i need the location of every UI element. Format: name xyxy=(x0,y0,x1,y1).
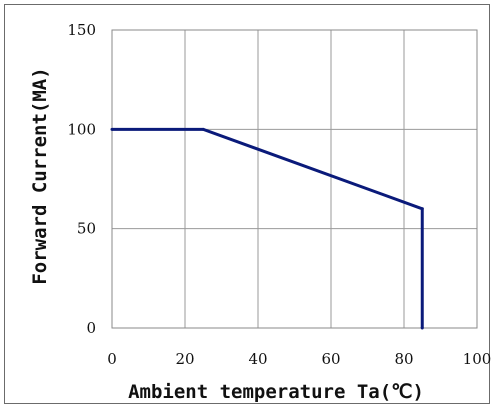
data-point-0-3 xyxy=(420,326,424,330)
data-point-0-1 xyxy=(201,127,205,131)
y-tick-label: 100 xyxy=(67,120,96,138)
x-tick-label: 0 xyxy=(107,350,117,368)
x-tick-label: 20 xyxy=(175,350,194,368)
data-point-0-2 xyxy=(420,207,424,211)
series-line-0 xyxy=(112,127,424,328)
plot-area-border xyxy=(111,29,478,329)
y-axis-label: Forward Current(MA) xyxy=(29,67,51,284)
x-tick-label: 60 xyxy=(321,350,340,368)
series-layer xyxy=(110,127,424,330)
y-tick-label: 150 xyxy=(67,21,96,39)
x-axis-label: Ambient temperature Ta(℃) xyxy=(128,381,424,403)
x-tick-label: 80 xyxy=(394,350,413,368)
y-tick-label: 0 xyxy=(86,319,96,337)
x-tick-label: 40 xyxy=(248,350,267,368)
tick-labels: 0 20 40 60 80 100 0 50 100 150 xyxy=(67,21,491,368)
y-tick-label: 50 xyxy=(77,220,96,238)
x-tick-label: 100 xyxy=(463,350,492,368)
data-point-0-0 xyxy=(110,127,114,131)
